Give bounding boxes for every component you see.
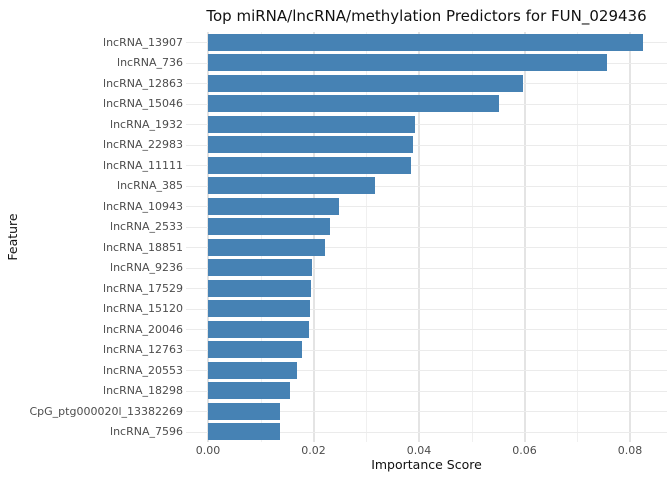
y-tick-label: lncRNA_17529 bbox=[103, 281, 183, 295]
x-tick-label: 0.04 bbox=[406, 444, 432, 457]
bar bbox=[208, 115, 415, 133]
x-tick-label: 0.08 bbox=[617, 444, 643, 457]
y-tick-label: lncRNA_1932 bbox=[110, 117, 183, 131]
major-gridline bbox=[418, 32, 420, 442]
y-tick-label: lncRNA_9236 bbox=[110, 261, 183, 275]
minor-gridline bbox=[366, 32, 368, 442]
row-gridline bbox=[186, 185, 667, 187]
bar bbox=[208, 341, 302, 359]
row-gridline bbox=[186, 411, 667, 413]
row-gridline bbox=[186, 226, 667, 228]
y-tick-label: lncRNA_15120 bbox=[103, 302, 183, 316]
y-tick-label: lncRNA_20046 bbox=[103, 322, 183, 336]
row-gridline bbox=[186, 308, 667, 310]
y-tick-label: lncRNA_15046 bbox=[103, 97, 183, 111]
row-gridline bbox=[186, 247, 667, 249]
bar bbox=[208, 279, 311, 297]
y-tick-label: lncRNA_385 bbox=[117, 179, 183, 193]
y-tick-label: lncRNA_12863 bbox=[103, 76, 183, 90]
y-tick-label: lncRNA_2533 bbox=[110, 220, 183, 234]
bar bbox=[208, 218, 330, 236]
y-tick-label: lncRNA_22983 bbox=[103, 138, 183, 152]
plot-panel bbox=[186, 32, 667, 442]
row-gridline bbox=[186, 165, 667, 167]
y-tick-label: lncRNA_18851 bbox=[103, 240, 183, 254]
bar bbox=[208, 136, 413, 154]
row-gridline bbox=[186, 390, 667, 392]
x-tick-label: 0.06 bbox=[512, 444, 537, 457]
x-tick-label: 0.02 bbox=[301, 444, 326, 457]
y-tick-label: lncRNA_18298 bbox=[103, 384, 183, 398]
bar bbox=[208, 320, 309, 338]
row-gridline bbox=[186, 431, 667, 433]
row-gridline bbox=[186, 349, 667, 351]
minor-gridline bbox=[260, 32, 262, 442]
x-axis-title: Importance Score bbox=[371, 457, 482, 472]
bar bbox=[208, 382, 290, 400]
bar bbox=[208, 259, 312, 277]
minor-gridline bbox=[471, 32, 473, 442]
row-gridline bbox=[186, 267, 667, 269]
bar bbox=[208, 74, 524, 92]
bar bbox=[208, 361, 298, 379]
y-tick-label: lncRNA_7596 bbox=[110, 425, 183, 439]
major-gridline bbox=[207, 32, 209, 442]
x-tick-label: 0.00 bbox=[195, 444, 221, 457]
bar bbox=[208, 95, 500, 113]
bar bbox=[208, 300, 310, 318]
y-tick-label: lncRNA_20553 bbox=[103, 363, 183, 377]
y-tick-label: CpG_ptg000020l_13382269 bbox=[29, 404, 183, 418]
major-gridline bbox=[629, 32, 631, 442]
y-axis-tick-labels: lncRNA_13907 lncRNA_736 lncRNA_12863 lncRNA… bbox=[0, 32, 183, 442]
bar bbox=[208, 197, 339, 215]
row-gridline bbox=[186, 370, 667, 372]
bar bbox=[208, 238, 326, 256]
y-tick-label: lncRNA_736 bbox=[117, 56, 183, 70]
y-tick-label: lncRNA_12763 bbox=[103, 343, 183, 357]
row-gridline bbox=[186, 144, 667, 146]
bar bbox=[208, 33, 644, 51]
row-gridline bbox=[186, 329, 667, 331]
major-gridline bbox=[523, 32, 526, 442]
row-gridline bbox=[186, 206, 667, 208]
bar bbox=[208, 423, 280, 441]
bar bbox=[208, 54, 607, 72]
bar bbox=[208, 156, 412, 174]
y-tick-label: lncRNA_13907 bbox=[103, 35, 183, 49]
row-gridline bbox=[186, 288, 667, 290]
row-gridline bbox=[186, 124, 667, 126]
major-gridline bbox=[312, 32, 315, 442]
bar bbox=[208, 402, 280, 420]
bar bbox=[208, 177, 376, 195]
y-tick-label: lncRNA_11111 bbox=[103, 158, 183, 172]
chart-title: Top miRNA/lncRNA/methylation Predictors … bbox=[206, 7, 647, 25]
minor-gridline bbox=[577, 32, 579, 442]
y-tick-label: lncRNA_10943 bbox=[103, 199, 183, 213]
